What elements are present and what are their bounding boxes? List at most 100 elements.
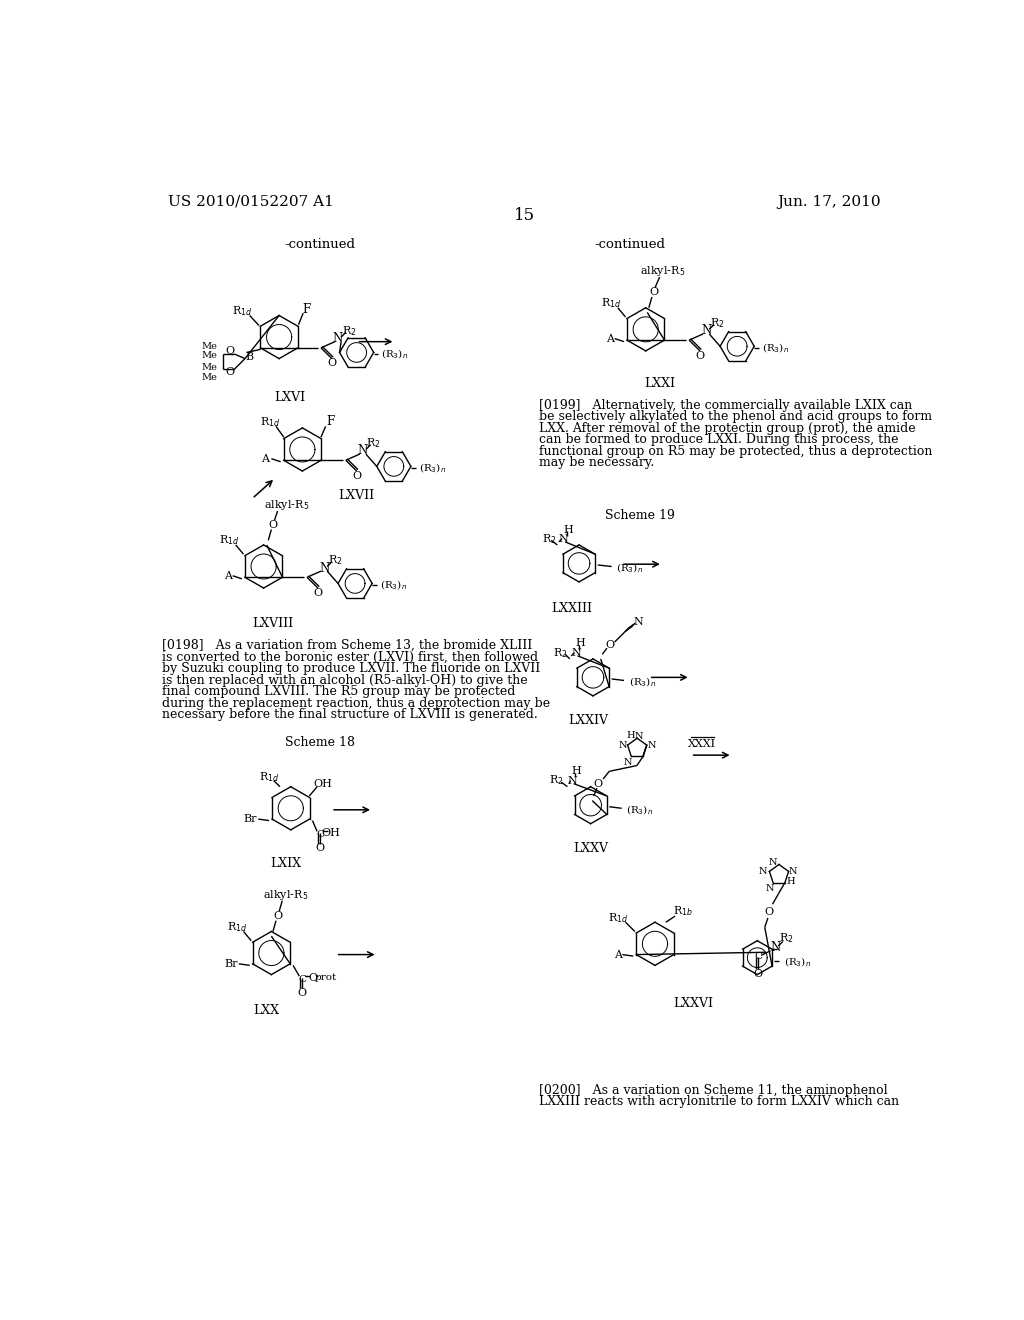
- Text: Me: Me: [202, 342, 217, 351]
- Text: alkyl-R$_5$: alkyl-R$_5$: [640, 264, 685, 277]
- Text: R$_{1d}$: R$_{1d}$: [231, 304, 252, 318]
- Text: F: F: [302, 302, 310, 315]
- Text: -continued: -continued: [285, 238, 355, 251]
- Text: N: N: [571, 648, 581, 657]
- Text: (R$_3$)$_n$: (R$_3$)$_n$: [629, 676, 655, 689]
- Text: be selectively alkylated to the phenol and acid groups to form: be selectively alkylated to the phenol a…: [539, 411, 932, 424]
- Text: N: N: [769, 858, 777, 867]
- Text: A: A: [261, 454, 269, 463]
- Text: LXXI: LXXI: [644, 376, 675, 389]
- Text: (R$_3$)$_n$: (R$_3$)$_n$: [627, 803, 653, 817]
- Text: R$_2$: R$_2$: [367, 437, 381, 450]
- Text: Me: Me: [202, 351, 217, 360]
- Text: LXX. After removal of the protectin group (prot), the amide: LXX. After removal of the protectin grou…: [539, 422, 915, 434]
- Text: Scheme 19: Scheme 19: [604, 510, 675, 523]
- Text: C: C: [754, 953, 762, 961]
- Text: R$_{1d}$: R$_{1d}$: [260, 414, 280, 429]
- Text: (R$_3$)$_n$: (R$_3$)$_n$: [380, 578, 407, 591]
- Text: (R$_3$)$_n$: (R$_3$)$_n$: [783, 956, 811, 969]
- Text: LXVII: LXVII: [339, 490, 375, 502]
- Text: N: N: [759, 867, 767, 876]
- Text: H: H: [563, 524, 573, 535]
- Text: F: F: [327, 416, 335, 428]
- Text: C: C: [298, 974, 306, 983]
- Text: [0200]   As a variation on Scheme 11, the aminophenol: [0200] As a variation on Scheme 11, the …: [539, 1084, 888, 1097]
- Text: N: N: [624, 758, 633, 767]
- Text: may be necessary.: may be necessary.: [539, 457, 654, 470]
- Text: O: O: [308, 973, 317, 982]
- Text: H: H: [786, 876, 796, 886]
- Text: LXX: LXX: [254, 1003, 280, 1016]
- Text: R$_{1d}$: R$_{1d}$: [607, 911, 628, 924]
- Text: R$_2$: R$_2$: [342, 323, 356, 338]
- Text: LXVI: LXVI: [274, 391, 305, 404]
- Text: [0198]   As a variation from Scheme 13, the bromide XLIII: [0198] As a variation from Scheme 13, th…: [162, 639, 532, 652]
- Text: prot: prot: [314, 973, 337, 982]
- Text: N: N: [333, 333, 343, 345]
- Text: LXXIII reacts with acrylonitrile to form LXXIV which can: LXXIII reacts with acrylonitrile to form…: [539, 1096, 899, 1109]
- Text: final compound LXVIII. The R5 group may be protected: final compound LXVIII. The R5 group may …: [162, 685, 515, 698]
- Text: LXIX: LXIX: [270, 857, 302, 870]
- Text: A: A: [613, 949, 622, 960]
- Text: N: N: [635, 733, 643, 741]
- Text: LXVIII: LXVIII: [252, 616, 294, 630]
- Text: US 2010/0152207 A1: US 2010/0152207 A1: [168, 194, 334, 209]
- Text: N: N: [618, 741, 627, 750]
- Text: R$_2$: R$_2$: [328, 553, 342, 568]
- Text: is converted to the boronic ester (LXVI) first, then followed: is converted to the boronic ester (LXVI)…: [162, 651, 539, 664]
- Text: O: O: [649, 288, 658, 297]
- Text: R$_{1d}$: R$_{1d}$: [601, 296, 622, 310]
- Text: N: N: [559, 533, 568, 544]
- Text: 15: 15: [514, 207, 536, 224]
- Text: N: N: [633, 616, 643, 627]
- Text: (R$_3$)$_n$: (R$_3$)$_n$: [616, 561, 643, 574]
- Text: Me: Me: [202, 372, 217, 381]
- Text: can be formed to produce LXXI. During this process, the: can be formed to produce LXXI. During th…: [539, 433, 898, 446]
- Text: necessary before the final structure of LXVIII is generated.: necessary before the final structure of …: [162, 708, 538, 721]
- Text: O: O: [298, 989, 307, 998]
- Text: O: O: [225, 346, 234, 356]
- Text: N: N: [318, 561, 329, 574]
- Text: O: O: [352, 471, 361, 480]
- Text: alkyl-R$_5$: alkyl-R$_5$: [264, 498, 309, 512]
- Text: functional group on R5 may be protected, thus a deprotection: functional group on R5 may be protected,…: [539, 445, 932, 458]
- Text: Me: Me: [202, 363, 217, 372]
- Text: LXXVI: LXXVI: [674, 998, 714, 1010]
- Text: R$_{1d}$: R$_{1d}$: [227, 920, 248, 933]
- Text: O: O: [754, 969, 763, 979]
- Text: A: A: [224, 570, 232, 581]
- Text: R$_2$: R$_2$: [543, 532, 557, 545]
- Text: XXXI: XXXI: [687, 739, 716, 748]
- Text: O: O: [594, 779, 603, 788]
- Text: O: O: [273, 911, 283, 921]
- Text: O: O: [315, 843, 325, 853]
- Text: O: O: [268, 520, 278, 529]
- Text: Jun. 17, 2010: Jun. 17, 2010: [777, 194, 882, 209]
- Text: alkyl-R$_5$: alkyl-R$_5$: [263, 887, 308, 902]
- Text: H: H: [627, 731, 635, 741]
- Text: R$_2$: R$_2$: [553, 645, 567, 660]
- Text: O: O: [605, 640, 614, 649]
- Text: LXXV: LXXV: [573, 842, 608, 855]
- Text: Br: Br: [224, 958, 238, 969]
- Text: O: O: [328, 358, 337, 368]
- Text: R$_2$: R$_2$: [778, 932, 794, 945]
- Text: N: N: [647, 741, 655, 750]
- Text: R$_{1d}$: R$_{1d}$: [219, 533, 240, 548]
- Text: N: N: [357, 445, 368, 458]
- Text: OH: OH: [314, 779, 333, 788]
- Text: O: O: [313, 587, 323, 598]
- Text: N: N: [788, 867, 798, 876]
- Text: by Suzuki coupling to produce LXVII. The fluoride on LXVII: by Suzuki coupling to produce LXVII. The…: [162, 663, 541, 675]
- Text: A: A: [606, 334, 614, 343]
- Text: O: O: [695, 351, 705, 360]
- Text: R$_{1d}$: R$_{1d}$: [259, 771, 280, 784]
- Text: is then replaced with an alcohol (R5-alkyl-OH) to give the: is then replaced with an alcohol (R5-alk…: [162, 673, 527, 686]
- Text: Br: Br: [244, 814, 257, 824]
- Text: O: O: [225, 367, 234, 378]
- Text: LXXIV: LXXIV: [568, 714, 608, 727]
- Text: N: N: [567, 776, 577, 785]
- Text: -continued: -continued: [595, 238, 666, 251]
- Text: O: O: [765, 907, 774, 917]
- Text: H: H: [571, 767, 582, 776]
